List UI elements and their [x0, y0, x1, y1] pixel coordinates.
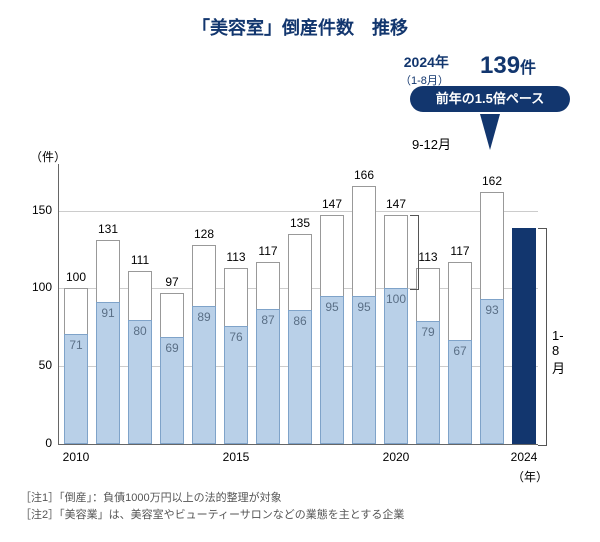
y-tick-label: 50	[22, 358, 52, 372]
callout-count: 139件	[480, 52, 536, 80]
y-tick-label: 100	[22, 280, 52, 294]
bar-total-label: 113	[226, 250, 245, 264]
bar-early	[192, 306, 216, 444]
bar-early-label: 79	[421, 325, 434, 339]
y-axis	[58, 164, 59, 444]
bar-early-label: 71	[69, 338, 82, 352]
x-axis-label: （年）	[512, 468, 548, 485]
bar-total-label: 131	[98, 222, 118, 236]
bar-early-label: 93	[485, 303, 498, 317]
bar-early	[128, 320, 152, 444]
bar-total-label: 100	[66, 270, 86, 284]
bar-total-label: 128	[194, 227, 214, 241]
bar-early	[512, 228, 536, 444]
x-tick-label: 2020	[383, 450, 410, 464]
callout-pill: 前年の1.5倍ペース	[410, 86, 570, 112]
x-tick-label: 2010	[63, 450, 90, 464]
callout-year-text: 2024年	[404, 54, 449, 70]
bar-total-label: 113	[418, 250, 437, 264]
plot-area: 0501001501007113191111809769128891137611…	[58, 164, 538, 444]
bar-total-label: 117	[258, 244, 277, 258]
y-axis-label: （件）	[30, 148, 66, 165]
bar-early-label: 87	[261, 313, 274, 327]
gridline	[58, 211, 538, 212]
bar-early-label: 100	[386, 292, 406, 306]
bar-early-label: 67	[453, 344, 466, 358]
x-tick-label: 2015	[223, 450, 250, 464]
chart-container: { "title": {"text":"「美容室」倒産件数 推移","color…	[0, 0, 600, 542]
bar-early-label: 80	[133, 324, 146, 338]
bar-early	[288, 310, 312, 444]
x-tick-label: 2024	[511, 450, 538, 464]
bar-early-label: 89	[197, 310, 210, 324]
bar-total-label: 166	[354, 168, 374, 182]
footnotes: ［注1］「倒産」：負債1000万円以上の法的整理が対象 ［注2］「美容業」は、美…	[20, 490, 404, 523]
bar-early-label: 91	[101, 306, 114, 320]
callout-triangle-icon	[480, 114, 500, 150]
bar-early	[480, 299, 504, 444]
bar-early-label: 95	[357, 300, 370, 314]
bar-total-label: 117	[450, 244, 469, 258]
bar-total-label: 162	[482, 174, 502, 188]
bar-early	[416, 321, 440, 444]
bar-total-label: 147	[386, 197, 406, 211]
late-bracket-icon	[410, 215, 419, 290]
bar-early-label: 86	[293, 314, 306, 328]
bar-early	[352, 296, 376, 444]
early-period-label: 1-8月	[552, 328, 565, 377]
footnote-1: ［注1］「倒産」：負債1000万円以上の法的整理が対象	[20, 490, 404, 507]
bar-total-label: 135	[290, 216, 310, 230]
bar-early-label: 69	[165, 341, 178, 355]
x-axis	[58, 444, 538, 445]
bar-early	[256, 309, 280, 444]
bar-early-label: 76	[229, 330, 242, 344]
bar-total-label: 97	[165, 275, 178, 289]
bar-early	[320, 296, 344, 444]
bar-total-label: 147	[322, 197, 342, 211]
callout-count-num: 139	[480, 52, 520, 79]
early-bracket-icon	[538, 228, 547, 446]
callout-count-suffix: 件	[520, 60, 536, 77]
late-period-label: 9-12月	[412, 134, 451, 153]
bar-early	[96, 302, 120, 444]
y-tick-label: 150	[22, 203, 52, 217]
bar-total-label: 111	[131, 253, 149, 267]
bar-early	[384, 288, 408, 444]
bar-early-label: 95	[325, 300, 338, 314]
y-tick-label: 0	[22, 436, 52, 450]
footnote-2: ［注2］「美容業」は、美容室やビューティーサロンなどの業態を主とする企業	[20, 507, 404, 524]
callout-year: 2024年 （1-8月）	[400, 52, 449, 88]
chart-title: 「美容室」倒産件数 推移	[0, 14, 600, 40]
